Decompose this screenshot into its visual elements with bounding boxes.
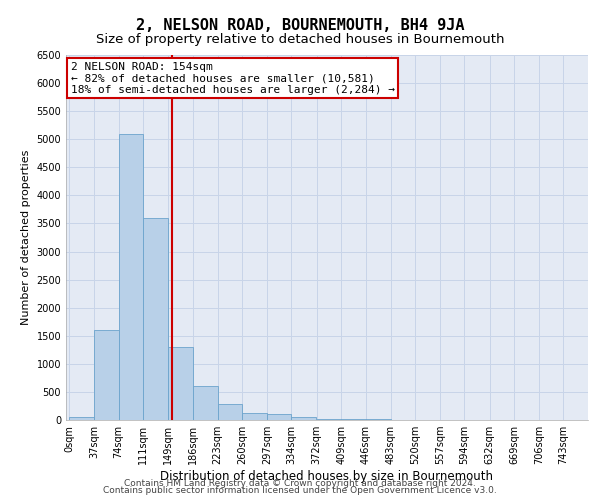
X-axis label: Distribution of detached houses by size in Bournemouth: Distribution of detached houses by size … <box>161 470 493 483</box>
Bar <box>70 417 94 420</box>
Bar <box>94 330 119 420</box>
Text: Contains HM Land Registry data © Crown copyright and database right 2024.: Contains HM Land Registry data © Crown c… <box>124 478 476 488</box>
Bar <box>218 404 242 420</box>
Bar <box>267 414 292 420</box>
Bar <box>242 412 267 420</box>
Text: 2, NELSON ROAD, BOURNEMOUTH, BH4 9JA: 2, NELSON ROAD, BOURNEMOUTH, BH4 9JA <box>136 18 464 32</box>
Text: Contains public sector information licensed under the Open Government Licence v3: Contains public sector information licen… <box>103 486 497 495</box>
Bar <box>169 347 193 420</box>
Bar <box>317 419 341 420</box>
Y-axis label: Number of detached properties: Number of detached properties <box>21 150 31 325</box>
Bar <box>143 218 168 420</box>
Bar <box>193 386 218 420</box>
Bar <box>292 416 316 420</box>
Text: Size of property relative to detached houses in Bournemouth: Size of property relative to detached ho… <box>96 32 504 46</box>
Bar <box>119 134 143 420</box>
Text: 2 NELSON ROAD: 154sqm
← 82% of detached houses are smaller (10,581)
18% of semi-: 2 NELSON ROAD: 154sqm ← 82% of detached … <box>71 62 395 95</box>
